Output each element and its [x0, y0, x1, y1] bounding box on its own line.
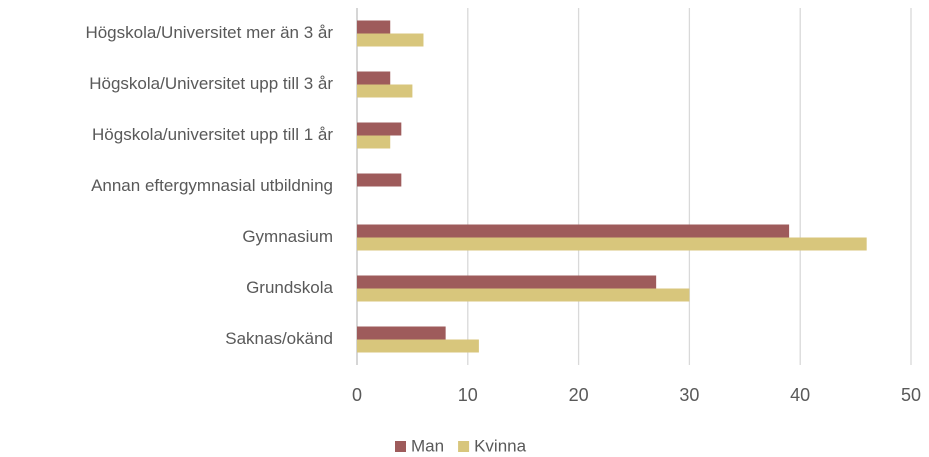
x-tick-label: 10	[458, 385, 478, 405]
bar	[357, 275, 657, 289]
y-tick-label: Annan eftergymnasial utbildning	[91, 176, 333, 195]
x-tick-label: 20	[569, 385, 589, 405]
bar	[357, 135, 391, 149]
bar	[357, 339, 479, 353]
bar	[357, 288, 690, 302]
legend-label: Man	[411, 436, 444, 455]
bar	[357, 326, 446, 340]
x-tick-label: 30	[679, 385, 699, 405]
bar	[357, 224, 790, 238]
y-tick-label: Högskola/Universitet upp till 3 år	[89, 74, 333, 93]
y-tick-label: Högskola/universitet upp till 1 år	[92, 125, 333, 144]
bar	[357, 84, 413, 98]
bar	[357, 173, 402, 187]
x-tick-label: 50	[901, 385, 921, 405]
legend-label: Kvinna	[474, 436, 527, 455]
bar	[357, 20, 391, 34]
y-tick-label: Saknas/okänd	[225, 329, 333, 348]
x-tick-label: 40	[790, 385, 810, 405]
y-tick-label: Gymnasium	[242, 227, 333, 246]
y-tick-label: Grundskola	[246, 278, 333, 297]
bar	[357, 122, 402, 136]
y-tick-label: Högskola/Universitet mer än 3 år	[85, 23, 333, 42]
bar	[357, 237, 867, 251]
x-tick-label: 0	[352, 385, 362, 405]
bar	[357, 33, 424, 47]
bar	[357, 71, 391, 85]
legend-swatch	[458, 441, 470, 452]
legend-swatch	[395, 441, 406, 452]
